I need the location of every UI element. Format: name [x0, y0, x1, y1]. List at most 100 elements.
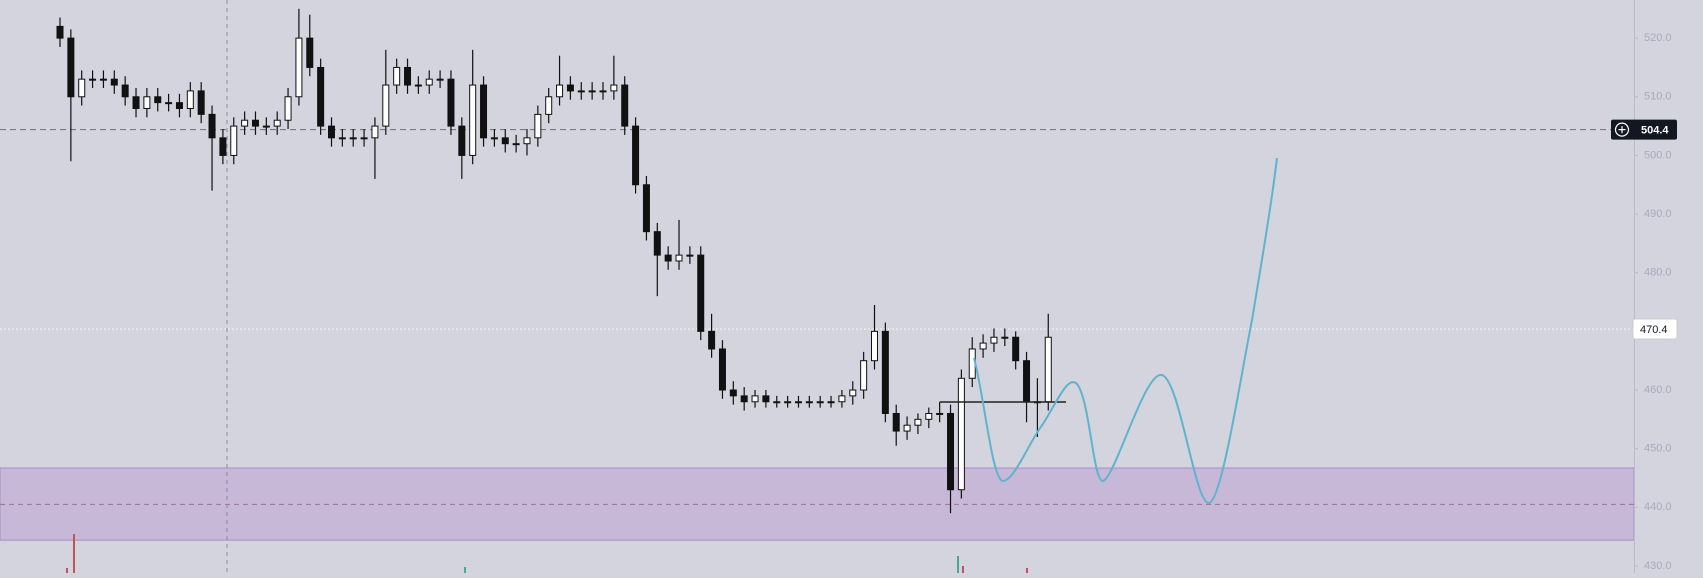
candle-body [599, 90, 607, 93]
candle-body [686, 254, 694, 257]
candle-body [89, 78, 97, 81]
candle-body [165, 102, 173, 105]
price-label: 504.4 [1641, 125, 1669, 137]
candle-body [360, 137, 368, 140]
candle-body [947, 412, 955, 491]
candle-body [556, 84, 564, 98]
candle-body [794, 401, 802, 404]
candle-body [230, 125, 238, 156]
candle-body [534, 113, 542, 139]
candle-body [121, 84, 129, 98]
y-tick-label: 440.0 [1644, 501, 1672, 513]
candle-body [816, 401, 824, 404]
candle-body [979, 342, 987, 350]
candle-body [371, 125, 379, 139]
candle-body [914, 418, 922, 426]
candle-body [219, 137, 227, 156]
candle-body [382, 84, 390, 127]
candle-body [925, 412, 933, 420]
candle-body [458, 125, 466, 156]
candle-body [805, 401, 813, 404]
candle-body [512, 143, 520, 146]
candle-body [773, 401, 781, 404]
candle-body [957, 377, 965, 491]
candle-body [523, 137, 531, 145]
candle-body [697, 254, 705, 332]
add-alert-icon [1618, 126, 1626, 134]
candle-body [881, 330, 889, 414]
candle-body [197, 90, 205, 115]
candle-body [1012, 336, 1020, 362]
candle-body [664, 254, 672, 262]
candle-body [621, 84, 629, 127]
candle-body [241, 119, 249, 127]
candle-body [936, 412, 944, 415]
candle-body [632, 125, 640, 186]
candle-body [436, 78, 444, 81]
candle-body [729, 389, 737, 397]
candle-body [143, 96, 151, 110]
candle-body [708, 330, 716, 350]
candle-body [1023, 360, 1031, 403]
candle-body [871, 330, 878, 362]
candle-body [175, 102, 183, 110]
candle-body [588, 90, 596, 93]
price-label-box [1611, 119, 1677, 140]
y-tick-label: 500.0 [1644, 149, 1672, 161]
volume-bar [962, 566, 964, 573]
candle-body [67, 37, 75, 98]
candle-body [110, 78, 118, 86]
y-tick-label: 520.0 [1644, 32, 1672, 44]
candle-body [762, 395, 770, 403]
volume-bar [73, 534, 75, 573]
candle-body [577, 90, 585, 93]
candle-body [132, 96, 140, 110]
add-alert-button [1614, 122, 1630, 137]
candle-body [903, 424, 911, 432]
candle-body [262, 125, 270, 128]
candle-body [295, 37, 303, 98]
y-tick-label: 450.0 [1644, 443, 1672, 455]
candle-body [1001, 336, 1009, 339]
candle-body [490, 137, 498, 140]
candle-body [1044, 336, 1052, 403]
candle-body [642, 184, 650, 233]
volume-bar [957, 556, 959, 573]
candle-body [99, 78, 107, 81]
candle-body [968, 348, 976, 379]
candle-body [186, 90, 194, 110]
price-label-box [1632, 318, 1678, 340]
grid-layer [0, 129, 1634, 330]
volume-bar [66, 568, 68, 573]
candle-body [860, 360, 868, 391]
candle-body [838, 395, 846, 403]
y-tick-label: 490.0 [1644, 208, 1672, 220]
y-tick-label: 460.0 [1644, 384, 1672, 396]
candle-body [990, 336, 998, 344]
candle-body [784, 401, 792, 404]
price-label: 470.4 [1640, 324, 1668, 336]
candle-body [328, 125, 335, 139]
candle-body [78, 78, 86, 98]
candle-body [653, 231, 661, 256]
candle-body [892, 412, 900, 432]
candle-body [447, 78, 455, 127]
candle-body [480, 84, 488, 139]
candle-body [849, 389, 857, 397]
price-axis: 430.0440.0450.0460.0470.0480.0490.0500.0… [1611, 32, 1678, 572]
volume-bars [66, 534, 1028, 573]
candle-body [469, 84, 477, 156]
candle-body [284, 96, 292, 121]
volume-bar [464, 567, 466, 573]
candle-body [208, 113, 216, 139]
candle-body [827, 401, 835, 404]
candle-body [414, 84, 422, 87]
candle-body [404, 66, 412, 86]
candle-body [545, 96, 553, 115]
candle-body [306, 37, 314, 68]
projection-path [973, 157, 1278, 504]
candle-body [610, 84, 618, 92]
candle-body [154, 96, 162, 104]
y-tick-label: 480.0 [1644, 267, 1672, 279]
